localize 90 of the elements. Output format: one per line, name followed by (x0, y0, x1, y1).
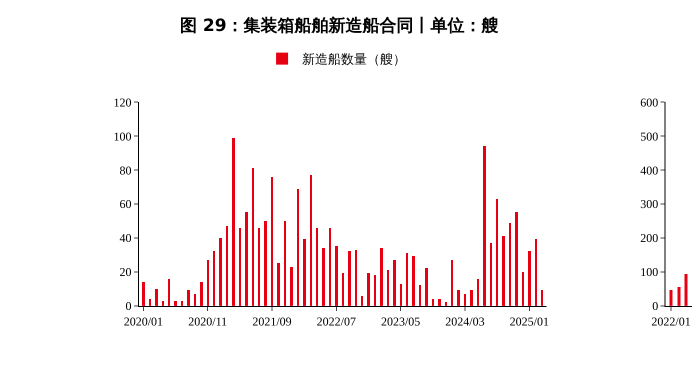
bar (200, 282, 203, 306)
bar (424, 268, 428, 306)
y-tick-label: 0 (125, 299, 132, 314)
x-tick-label: 2024/03 (445, 314, 485, 328)
y-tick-label: 40 (119, 231, 132, 246)
bar (316, 228, 318, 306)
bar (154, 289, 158, 306)
bar (522, 272, 524, 306)
legend-label: 新造船数量（艘） (302, 52, 406, 68)
bar (406, 253, 408, 306)
bar (496, 199, 498, 306)
y-tick-label: 600 (640, 95, 658, 110)
bar (432, 299, 434, 306)
bar (386, 270, 389, 306)
bar (244, 212, 248, 306)
bar (264, 221, 267, 306)
bar (380, 248, 383, 306)
bar (310, 175, 312, 306)
bar (508, 223, 511, 306)
x-tick-label: 2020/01 (124, 314, 164, 328)
bar (400, 284, 402, 306)
y-tick-label: 60 (119, 197, 132, 212)
bar (438, 299, 441, 306)
bar (684, 274, 688, 306)
bar (670, 290, 673, 306)
bar (302, 239, 306, 306)
bar (502, 236, 505, 306)
bar (514, 212, 518, 306)
y-tick-label: 20 (119, 265, 132, 280)
bar (418, 285, 421, 306)
bar (162, 301, 164, 306)
bar (232, 138, 235, 306)
bar (444, 302, 447, 306)
bar (186, 290, 190, 306)
bar (470, 290, 473, 306)
bar (290, 267, 293, 306)
bar (534, 239, 537, 306)
y-tick-label: 0 (652, 299, 658, 314)
bar (174, 301, 177, 306)
bar (180, 301, 183, 306)
bar (374, 275, 376, 306)
bar (206, 260, 209, 306)
bar (328, 228, 331, 306)
x-tick-label: 2025/01 (510, 314, 549, 328)
bar (218, 238, 222, 306)
bar (476, 279, 479, 306)
bar (258, 228, 260, 306)
y-tick-label: 80 (119, 163, 132, 178)
bar (226, 226, 228, 306)
bar (342, 273, 344, 306)
bar (252, 168, 254, 306)
bar (348, 251, 351, 306)
y-tick-label: 120 (113, 95, 132, 110)
bar (360, 296, 363, 306)
bar (490, 243, 492, 306)
y-tick-label: 300 (640, 197, 658, 212)
bar (392, 260, 396, 306)
y-tick-label: 100 (640, 265, 658, 280)
bar (276, 263, 280, 306)
bar (168, 279, 170, 306)
bar (482, 146, 486, 306)
bar (528, 251, 531, 306)
bar (284, 221, 286, 306)
y-tick-label: 400 (640, 163, 658, 178)
bar (366, 273, 370, 306)
x-tick-label: 2020/11 (188, 314, 228, 328)
x-tick-label: 2023/05 (380, 314, 420, 328)
bar (238, 228, 241, 306)
bar (212, 251, 215, 306)
bar (194, 294, 196, 306)
bar (296, 189, 299, 306)
bar (450, 260, 453, 306)
y-tick-label: 100 (113, 129, 132, 144)
x-tick-label: 2022/07 (316, 314, 356, 328)
y-tick-label: 200 (640, 231, 658, 246)
bar (540, 290, 543, 306)
y-tick-label: 500 (640, 129, 658, 144)
bar (464, 294, 466, 306)
bar (322, 248, 325, 306)
chart-title: 图 29：集装箱船舶新造船合同丨单位：艘 (180, 16, 499, 36)
bar (334, 246, 338, 306)
bar (148, 299, 151, 306)
bar (142, 282, 145, 306)
bar (412, 256, 415, 306)
bar (270, 177, 273, 306)
x-tick-label: 2022/01 (651, 314, 691, 328)
bar (456, 290, 460, 306)
x-tick-label: 2021/09 (252, 314, 292, 328)
bar (354, 250, 357, 306)
bar (678, 287, 681, 306)
